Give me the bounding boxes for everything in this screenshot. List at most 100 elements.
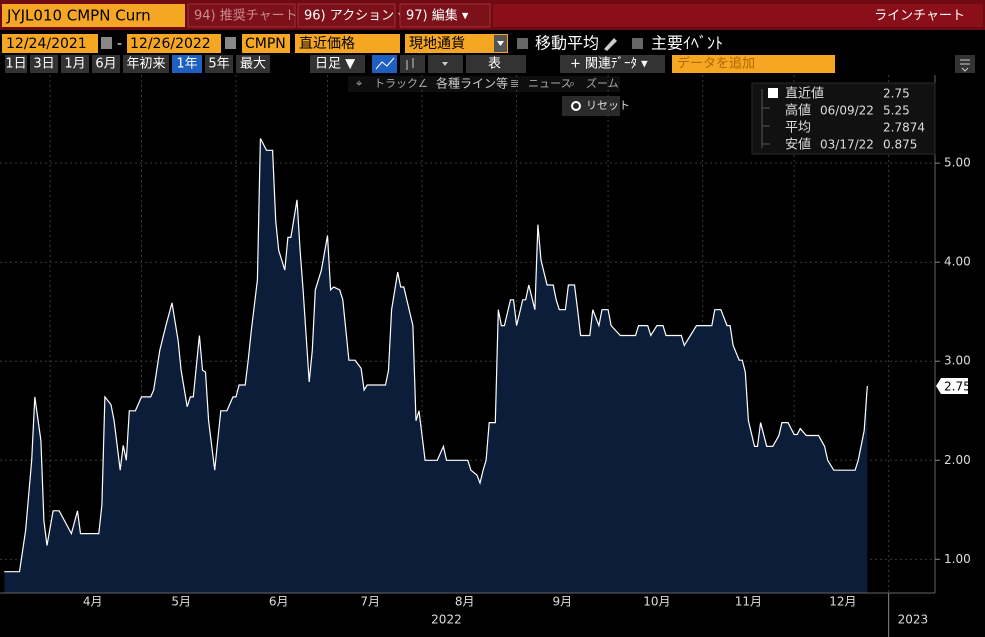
tab-label: 96) アクション ▾: [304, 9, 405, 24]
legend-label: 平均: [785, 121, 811, 136]
related: + 関連ﾃﾞｰﾀ ▾: [570, 57, 648, 72]
y-tick-label: 4.00: [944, 255, 971, 269]
period-label: 1月: [64, 57, 85, 72]
tool-icon: ⌕: [569, 77, 575, 90]
moving-average: 移動平均: [535, 34, 599, 53]
tab[interactable]: [399, 3, 491, 28]
calendar-icon[interactable]: [101, 37, 112, 49]
dropdown-arrow: [497, 41, 504, 46]
legend-value: 5.25: [883, 104, 910, 118]
period-button[interactable]: [30, 55, 58, 73]
chart: 1.00 2.00 3.00 4.00 5.00 4月 5月 6月 7月 8月 9月 10月 11月 12…: [0, 75, 971, 637]
field: 直近価格: [299, 35, 355, 52]
period-label: 5年: [208, 57, 229, 72]
start-date-box[interactable]: [2, 34, 98, 53]
tool[interactable]: ズーム: [586, 76, 619, 90]
y-tick-label: 5.00: [944, 156, 971, 170]
source-box[interactable]: [242, 34, 290, 53]
legend-value: 2.75: [883, 87, 910, 101]
period-label: 年初来: [126, 57, 165, 72]
legend-label: 直近値: [785, 86, 824, 102]
x-tick-label: 6月: [269, 595, 289, 609]
x-tick-label: 12月: [829, 595, 856, 609]
legend-value: 0.875: [883, 138, 917, 152]
period-label: 最大: [240, 57, 266, 72]
period-button[interactable]: [61, 55, 89, 73]
tab-label: 97) 編集 ▾: [406, 8, 469, 24]
pencil-icon[interactable]: [604, 38, 617, 51]
y-tick-label: 1.00: [944, 552, 971, 566]
currency-box[interactable]: [405, 34, 508, 53]
checkbox[interactable]: [632, 38, 643, 49]
x-tick-label: 5月: [171, 595, 191, 609]
legend-label: 高値: [785, 103, 811, 119]
tool-icon: ≣: [510, 77, 519, 90]
x-tick-label: 8月: [455, 595, 475, 609]
tab[interactable]: [187, 3, 296, 28]
period-buttons: 1日 3日 1月 6月 年初来 1年 5年 最大: [5, 55, 270, 73]
x-tick-label: 9月: [553, 595, 573, 609]
legend: 直近値 2.75 高値 06/09/22 5.25 平均 2.7874 安値 03/17/22 0…: [785, 86, 925, 153]
table-button[interactable]: [466, 55, 526, 73]
period-button[interactable]: [92, 55, 120, 73]
source: CMPN: [245, 36, 286, 52]
tool[interactable]: 各種ライン等: [436, 76, 508, 91]
legend-value: 2.7874: [883, 121, 925, 135]
line: [4, 138, 868, 573]
area: [4, 138, 868, 593]
dropdown-arrow: [442, 62, 448, 66]
period-label: 3日: [33, 57, 54, 72]
end-date-box[interactable]: [127, 34, 221, 53]
start-date: 12/24/2021: [6, 36, 87, 52]
legend-tree: [761, 89, 770, 148]
x-tick-label: 4月: [83, 595, 103, 609]
reset-button[interactable]: [562, 96, 620, 116]
y-tick-label: 2.00: [944, 453, 971, 467]
tool-strip: [348, 76, 620, 92]
legend-date: 06/09/22: [820, 104, 874, 118]
tab[interactable]: [297, 3, 396, 28]
x-tick-label: 11月: [735, 595, 762, 609]
frequency-button[interactable]: [310, 55, 365, 73]
frequency: 日足 ▼: [315, 57, 355, 72]
period-button[interactable]: [5, 55, 27, 73]
field-box[interactable]: [295, 34, 400, 53]
period-button[interactable]: [205, 55, 233, 73]
end-date: 12/26/2022: [130, 36, 211, 52]
table: 表: [488, 57, 501, 72]
legend-swatch: [768, 88, 778, 98]
legend-date: 03/17/22: [820, 138, 874, 152]
events: 主要ｲﾍﾞﾝﾄ: [651, 34, 723, 53]
period-label: 6月: [95, 57, 116, 72]
period-button[interactable]: [236, 55, 270, 73]
tool[interactable]: ニュース: [528, 77, 571, 90]
bar-icon: [406, 58, 414, 70]
x-tick-label: 10月: [643, 595, 670, 609]
tool-icon: ⌖: [356, 77, 362, 90]
line-icon: [375, 57, 395, 70]
add-data-input[interactable]: [672, 55, 835, 73]
period-button[interactable]: [123, 55, 169, 73]
legend-box: [751, 82, 936, 155]
x-tick-label: 7月: [360, 595, 380, 609]
checkbox[interactable]: [517, 38, 528, 49]
year-label: 2022: [431, 613, 462, 627]
tool-icon: ∠: [418, 77, 428, 90]
last-value-box: [936, 377, 968, 394]
year-label: 2023: [898, 613, 929, 627]
related-button[interactable]: [560, 55, 665, 73]
security: JYJL010 CMPN Curn: [6, 7, 151, 25]
menu-icon: [960, 59, 970, 72]
currency: 現地通貨: [409, 35, 465, 52]
add-data: データを追加: [677, 56, 755, 72]
chart-type: ラインチャート: [874, 9, 965, 24]
last-value-label: 2.75: [944, 379, 971, 393]
tool[interactable]: トラック: [374, 77, 418, 90]
legend-label: 安値: [785, 137, 811, 153]
period-button[interactable]: [172, 55, 202, 73]
tab-label: 94) 推奨チャート: [194, 9, 298, 24]
security-box[interactable]: [2, 4, 185, 27]
period-label: 1年: [176, 57, 197, 72]
calendar-icon[interactable]: [225, 37, 236, 49]
